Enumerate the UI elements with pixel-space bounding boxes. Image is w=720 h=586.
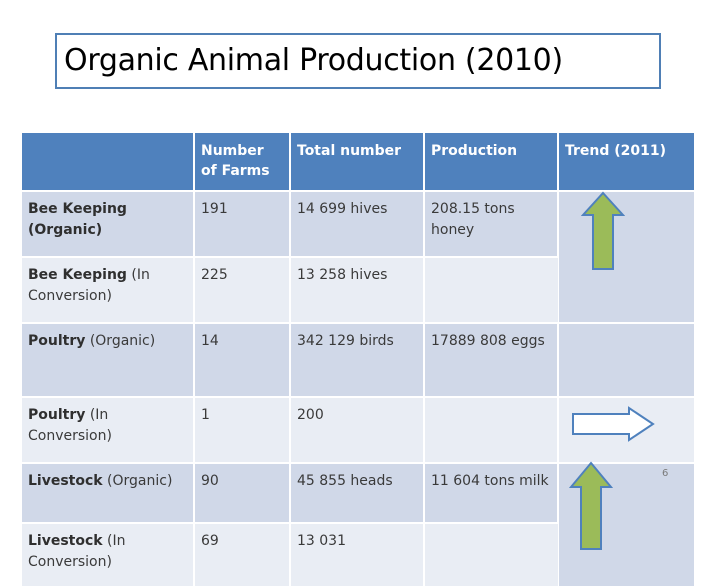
header-number-of-farms: Number of Farms [194,133,291,191]
production-cell: 208.15 tons honey [424,190,559,257]
table-row: Livestock (Organic) 90 45 855 heads 11 6… [22,461,694,586]
production-table: Number of Farms Total number Production … [22,133,694,586]
row-label: Livestock (Organic) [22,462,195,523]
farms-cell: 90 [194,462,291,523]
row-label: Bee Keeping (In Conversion) [22,256,195,323]
up-arrow-icon [581,191,625,270]
farms-cell: 191 [194,190,291,257]
table-row: Poultry (Organic) 14 342 129 birds 17889… [22,322,694,397]
row-label-bold: Livestock [28,533,103,549]
row-label-bold: Bee Keeping (Organic) [28,201,127,238]
trend-cell-poultry-organic [558,322,694,397]
total-cell: 200 [290,396,425,463]
total-cell: 14 699 hives [290,190,425,257]
row-label-rest: (In Conversion) [28,267,150,304]
farms-cell: 69 [194,522,291,586]
production-cell [424,396,559,463]
row-label-bold: Bee Keeping [28,267,127,283]
header-production: Production [424,133,559,191]
table-row: Bee Keeping (Organic) 191 14 699 hives 2… [22,190,694,323]
trend-cell-poultry [558,396,694,463]
production-cell [424,522,558,586]
production-cell: 11 604 tons milk [424,462,559,523]
row-label-rest: (In Conversion) [28,407,112,444]
row-label-bold: Livestock [28,473,103,489]
row-label-rest: (Organic) [102,473,173,489]
row-label: Poultry (In Conversion) [22,396,195,463]
page-number: 6 [662,468,669,479]
farms-cell: 225 [194,256,291,323]
right-arrow-icon [572,406,655,442]
total-cell: 45 855 heads [290,462,425,523]
production-table-wrapper: Number of Farms Total number Production … [22,133,694,586]
row-label: Bee Keeping (Organic) [22,190,195,257]
trend-cell-bee-keeping [558,190,694,323]
production-cell: 17889 808 eggs [424,322,559,397]
total-cell: 342 129 birds [290,322,425,397]
title-box: Organic Animal Production (2010) [55,33,661,89]
up-arrow-icon [569,461,613,550]
header-trend: Trend (2011) [558,133,694,191]
row-label-bold: Poultry [28,333,86,349]
table-header-row: Number of Farms Total number Production … [22,133,694,191]
slide-title: Organic Animal Production (2010) [64,43,563,78]
total-cell: 13 031 [290,522,425,586]
header-category [22,133,195,191]
total-cell: 13 258 hives [290,256,425,323]
row-label: Poultry (Organic) [22,322,195,397]
farms-cell: 14 [194,322,291,397]
farms-cell: 1 [194,396,291,463]
row-label: Livestock (In Conversion) [22,522,195,586]
table-row: Poultry (In Conversion) 1 200 [22,396,694,463]
row-label-bold: Poultry [28,407,86,423]
table-row: Bee Keeping (In Conversion) 225 13 258 h… [22,256,694,323]
production-cell [424,256,558,323]
trend-cell-livestock [558,461,694,586]
row-label-rest: (Organic) [85,333,156,349]
header-total-number: Total number [290,133,425,191]
